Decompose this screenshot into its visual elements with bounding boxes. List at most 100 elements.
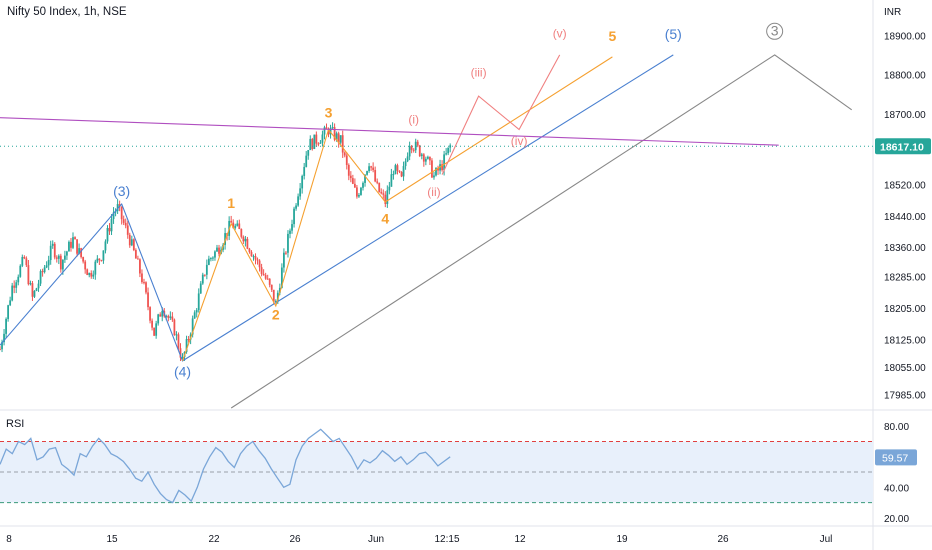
candle-down: [120, 206, 123, 220]
candle-up: [321, 134, 324, 143]
time-tick-label: Jul: [820, 534, 833, 545]
candle-up: [43, 267, 46, 273]
candle-up: [305, 155, 308, 167]
candle-up: [303, 166, 306, 176]
candle-up: [329, 127, 332, 135]
price-tick-label: 18360.00: [884, 243, 926, 254]
candle-up: [289, 230, 291, 234]
candle-up: [205, 264, 208, 275]
candle-up: [297, 196, 300, 206]
candle-down: [429, 156, 431, 161]
candle-up: [224, 233, 226, 245]
candle-up: [195, 310, 198, 313]
candle-down: [149, 307, 151, 321]
candle-down: [90, 272, 93, 277]
candle-up: [214, 251, 216, 258]
wave-label-intermediate: 2: [272, 307, 280, 323]
candle-down: [59, 255, 62, 270]
candle-up: [319, 142, 322, 144]
candle-up: [309, 138, 312, 151]
candle-up: [104, 241, 107, 251]
candle-down: [248, 248, 251, 252]
chart-title: Nifty 50 Index, 1h, NSE: [7, 6, 127, 18]
candle-down: [13, 285, 16, 288]
candle-down: [98, 258, 101, 261]
candle-up: [307, 150, 310, 156]
candle-up: [66, 251, 68, 256]
candle-up: [165, 315, 168, 317]
time-tick-label: 19: [616, 534, 628, 545]
candle-down: [177, 334, 180, 349]
candle-up: [420, 154, 423, 157]
candle-up: [244, 238, 247, 242]
rsi-value-badge: [875, 449, 917, 466]
candle-down: [372, 167, 375, 171]
wave-label-primary: (5): [665, 26, 682, 42]
candle-up: [130, 239, 133, 246]
rsi-background: [0, 441, 873, 504]
candle-down: [325, 127, 328, 130]
time-tick-label: 12: [514, 534, 526, 545]
price-tick-label: 18700.00: [884, 110, 926, 121]
last-price-badge: [875, 138, 931, 155]
candle-down: [353, 183, 356, 188]
candle-up: [63, 255, 66, 260]
candle-up: [96, 258, 99, 262]
candle-up: [404, 161, 407, 167]
candle-up: [276, 292, 279, 302]
candle-up: [39, 271, 42, 284]
candle-up: [295, 205, 297, 209]
candle-down: [315, 134, 318, 144]
candles: [0, 122, 452, 362]
candle-down: [317, 143, 320, 145]
candle-up: [7, 305, 10, 319]
candle-up: [88, 272, 91, 276]
candle-down: [132, 239, 135, 251]
candle-up: [161, 310, 164, 317]
wave-path-intermediate: [181, 56, 613, 362]
candle-up: [49, 245, 52, 261]
candle-down: [203, 274, 206, 276]
candle-down: [345, 155, 348, 165]
candle-down: [266, 278, 269, 280]
price-tick-label: 18800.00: [884, 71, 926, 82]
candle-down: [128, 234, 131, 246]
candle-down: [218, 247, 220, 254]
candle-down: [136, 258, 139, 260]
candle-up: [33, 290, 36, 297]
candle-down: [356, 187, 358, 197]
candle-down: [151, 320, 153, 328]
candle-up: [252, 256, 255, 258]
candle-down: [246, 238, 249, 249]
candle-up: [5, 318, 7, 334]
candle-down: [86, 269, 89, 276]
candle-down: [260, 267, 263, 274]
time-axis[interactable]: 8 15 22 26 Jun 12:15 12 19 26 Jul: [6, 534, 832, 545]
wave-path-minor: [441, 54, 561, 175]
candle-up: [19, 265, 22, 277]
candle-up: [234, 225, 237, 229]
candle-up: [362, 182, 364, 188]
candle-down: [337, 133, 340, 143]
candle-down: [82, 257, 85, 262]
price-tick-label: 18520.00: [884, 180, 926, 191]
candle-up: [216, 247, 218, 252]
candle-down: [333, 127, 336, 140]
candle-up: [335, 133, 338, 140]
rsi-last-value: 59.57: [882, 452, 908, 464]
candle-up: [283, 252, 285, 268]
price-axis[interactable]: 17985.00 18055.00 18125.00 18205.00 18285.00…: [0, 31, 931, 525]
time-tick-label: 26: [289, 534, 301, 545]
candle-down: [74, 237, 76, 240]
candle-up: [386, 190, 389, 204]
candle-up: [301, 175, 304, 189]
time-tick-label: 15: [106, 534, 118, 545]
candle-up: [236, 223, 239, 226]
candle-up: [3, 333, 5, 343]
price-tick-label: 18440.00: [884, 212, 926, 223]
rsi-tick-label: 20.00: [884, 514, 909, 525]
candle-down: [145, 282, 147, 293]
candle-down: [268, 278, 271, 285]
candle-down: [416, 141, 419, 146]
